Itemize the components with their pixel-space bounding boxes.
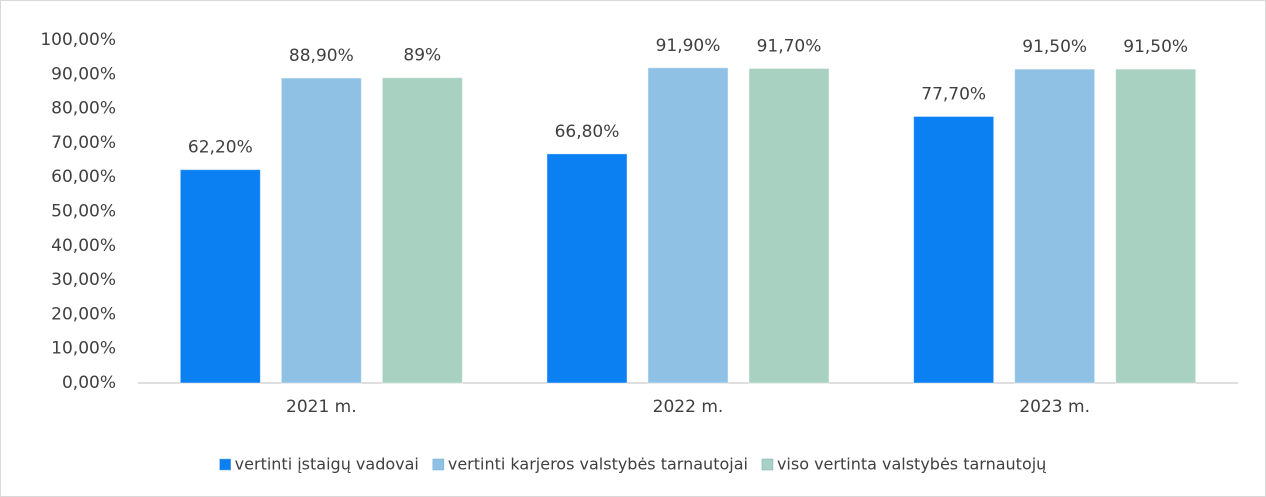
legend-item: vertinti karjeros valstybės tarnautojai — [432, 455, 748, 474]
x-tick-label: 2022 m. — [653, 397, 724, 417]
y-tick-label: 100,00% — [40, 30, 116, 50]
bar — [280, 77, 362, 384]
data-label: 89% — [403, 46, 441, 66]
data-label: 91,70% — [757, 36, 822, 56]
bar — [1115, 68, 1197, 384]
legend-swatch — [219, 458, 231, 471]
y-tick-label: 10,00% — [51, 339, 116, 359]
legend-label: vertinti įstaigų vadovai — [235, 455, 419, 474]
legend-item: viso vertinta valstybės tarnautojų — [761, 455, 1046, 474]
y-tick-label: 40,00% — [51, 236, 116, 256]
bar — [179, 169, 261, 384]
data-label: 66,80% — [555, 122, 620, 142]
bar — [913, 115, 995, 384]
y-tick-label: 70,00% — [51, 133, 116, 153]
bar — [748, 67, 830, 384]
x-tick-label: 2023 m. — [1019, 397, 1090, 417]
data-label: 77,70% — [921, 84, 986, 104]
y-tick-label: 30,00% — [51, 270, 116, 290]
y-tick-label: 0,00% — [62, 373, 116, 393]
y-tick-label: 60,00% — [51, 167, 116, 187]
y-tick-label: 50,00% — [51, 202, 116, 222]
legend-item: vertinti įstaigų vadovai — [219, 455, 419, 474]
bar — [546, 153, 628, 384]
legend: vertinti įstaigų vadovai vertinti karjero… — [219, 455, 1046, 474]
data-label: 62,20% — [188, 138, 253, 158]
x-tick-label: 2021 m. — [286, 397, 357, 417]
y-tick-label: 20,00% — [51, 304, 116, 324]
data-label: 91,50% — [1123, 37, 1188, 57]
legend-label: vertinti karjeros valstybės tarnautojai — [448, 455, 748, 474]
legend-swatch — [432, 458, 445, 471]
y-tick-label: 80,00% — [51, 99, 116, 119]
legend-label: viso vertinta valstybės tarnautojų — [777, 455, 1046, 474]
data-label: 88,90% — [289, 46, 354, 66]
bar — [647, 67, 729, 384]
bar — [1014, 68, 1096, 384]
bar — [381, 77, 463, 384]
data-label: 91,50% — [1022, 37, 1087, 57]
data-label: 91,90% — [656, 36, 721, 56]
y-tick-label: 90,00% — [51, 64, 116, 84]
legend-swatch — [761, 458, 774, 471]
